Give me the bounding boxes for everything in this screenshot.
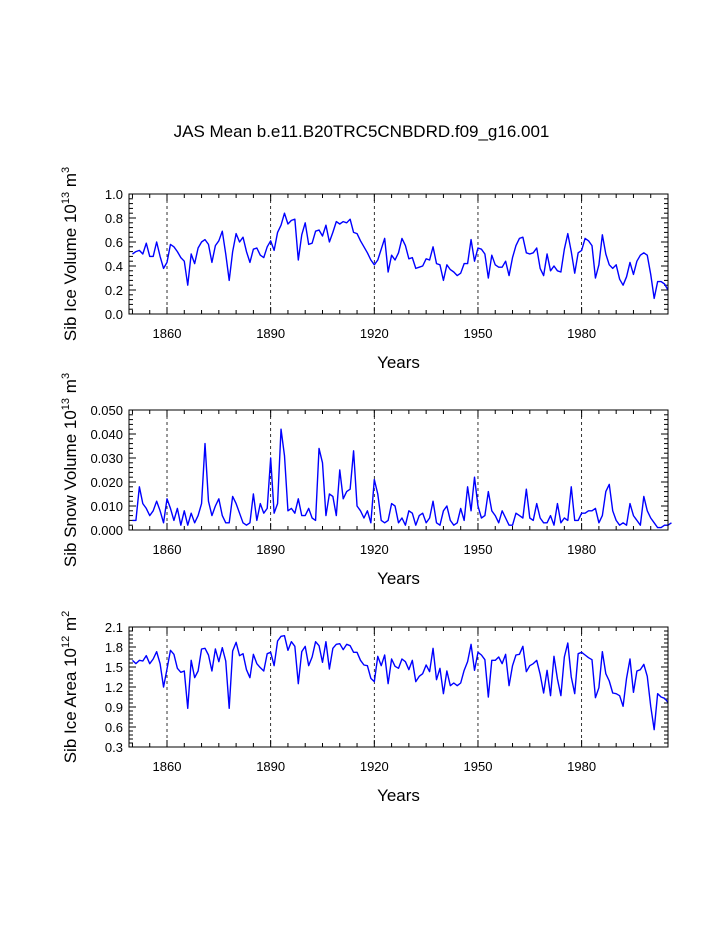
y-tick-label: 0.2 [105, 283, 123, 298]
page-title: JAS Mean b.e11.B20TRC5CNBDRD.f09_g16.001 [173, 122, 550, 141]
y-tick-label: 1.2 [105, 680, 123, 695]
panel-ice-volume: 0.0 0.2 0.4 0.6 0.8 1.0 1860 1890 1920 1950 1980 Ye… [60, 167, 669, 372]
y-tick-label: 0.6 [105, 235, 123, 250]
x-tick-label: 1950 [464, 542, 493, 557]
y-tick-label: 1.5 [105, 660, 123, 675]
x-axis-title: Years [377, 569, 420, 588]
y-tick-label: 0.020 [90, 475, 123, 490]
x-axis-title: Years [377, 786, 420, 805]
x-tick-label: 1950 [464, 759, 493, 774]
series-line [132, 212, 669, 300]
y-tick-label: 0.4 [105, 259, 123, 274]
y-tick-label: 0.6 [105, 720, 123, 735]
x-tick-label: 1860 [153, 326, 182, 341]
plot-frame [128, 626, 669, 748]
x-tick-label: 1920 [360, 759, 389, 774]
x-tick-label: 1980 [567, 759, 596, 774]
y-axis-title: Sib Ice Area 1012 m2 [60, 611, 80, 764]
series-line [131, 634, 669, 731]
x-tick-label: 1860 [153, 759, 182, 774]
y-tick-label: 1.8 [105, 640, 123, 655]
x-tick-label: 1980 [567, 542, 596, 557]
plot-frame [128, 409, 669, 531]
x-tick-label: 1980 [567, 326, 596, 341]
y-axis-title: Sib Ice Volume 1013 m3 [60, 167, 80, 341]
y-tick-label: 0.0 [105, 307, 123, 322]
y-tick-label: 0.010 [90, 499, 123, 514]
x-tick-label: 1890 [256, 759, 285, 774]
y-tick-label: 0.030 [90, 451, 123, 466]
x-tick-label: 1890 [256, 326, 285, 341]
y-tick-label: 0.3 [105, 740, 123, 755]
y-tick-label: 2.1 [105, 620, 123, 635]
y-axis-title: Sib Snow Volume 1013 m3 [60, 373, 80, 567]
x-tick-label: 1860 [153, 542, 182, 557]
x-tick-label: 1920 [360, 326, 389, 341]
x-tick-label: 1920 [360, 542, 389, 557]
x-axis-title: Years [377, 353, 420, 372]
plot-frame [128, 193, 669, 315]
panel-snow-volume: 0.000 0.010 0.020 0.030 0.040 0.050 1860 1890 19… [60, 373, 672, 588]
y-tick-label: 0.8 [105, 211, 123, 226]
y-tick-label: 0.040 [90, 427, 123, 442]
y-tick-label: 0.050 [90, 403, 123, 418]
x-tick-label: 1890 [256, 542, 285, 557]
series-line [132, 428, 672, 529]
panel-ice-area: 0.3 0.6 0.9 1.2 1.5 1.8 2.1 1860 1890 1920 1950 198… [60, 611, 669, 805]
x-tick-label: 1950 [464, 326, 493, 341]
y-tick-label: 1.0 [105, 187, 123, 202]
y-tick-label: 0.9 [105, 700, 123, 715]
y-tick-label: 0.000 [90, 523, 123, 538]
